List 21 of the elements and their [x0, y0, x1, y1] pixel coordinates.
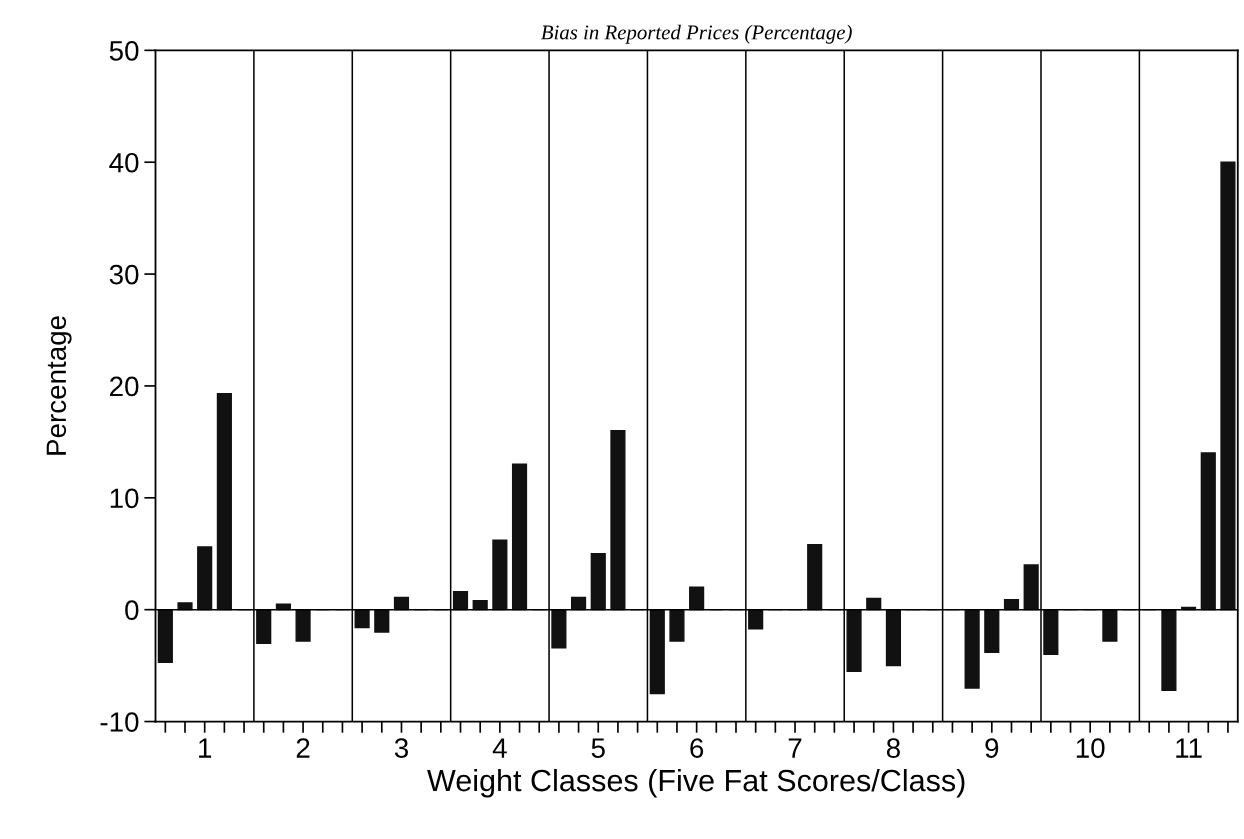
x-tick-label: 4 — [492, 738, 507, 758]
y-axis-title: Percentage — [46, 316, 72, 455]
y-tick-label: 50 — [109, 41, 139, 61]
x-tick-label: 10 — [1076, 738, 1105, 758]
x-tick-label: 1 — [199, 738, 212, 758]
y-tick-label: 20 — [110, 376, 139, 397]
x-tick-label: 7 — [788, 738, 802, 758]
y-tick-label: 30 — [109, 264, 139, 285]
x-tick-label: 3 — [394, 738, 408, 758]
y-tick-label: -10 — [100, 712, 139, 732]
chart-title: Bias in Reported Prices (Percentage) — [541, 24, 852, 44]
y-tick-label: 10 — [110, 488, 139, 509]
x-tick-label: 8 — [886, 738, 900, 758]
y-tick-label: 0 — [125, 600, 139, 621]
x-tick-label: 11 — [1176, 738, 1202, 758]
x-tick-label: 2 — [296, 738, 310, 758]
y-tick-label: 40 — [109, 152, 139, 173]
x-tick-label: 5 — [591, 738, 605, 758]
x-tick-label: 6 — [690, 738, 704, 758]
x-axis-title: Weight Classes (Five Fat Scores/Class) — [427, 768, 965, 798]
x-tick-label: 9 — [985, 738, 999, 758]
